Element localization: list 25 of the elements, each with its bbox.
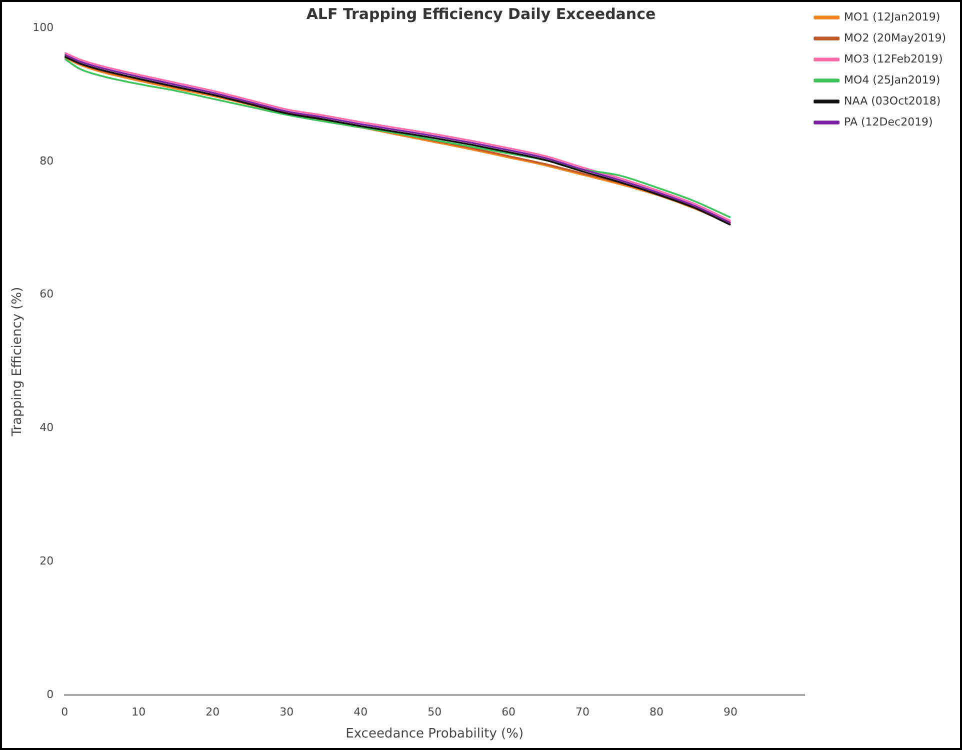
y-tick-label: 0 bbox=[46, 688, 54, 702]
x-tick-label: 30 bbox=[280, 706, 294, 719]
y-tick-label: 100 bbox=[32, 20, 54, 34]
x-tick-label: 70 bbox=[576, 706, 590, 719]
y-tick-label: 60 bbox=[40, 288, 54, 301]
x-tick-label: 40 bbox=[354, 706, 368, 719]
x-tick-label: 20 bbox=[206, 706, 220, 719]
y-axis-title: Trapping Efficiency (%) bbox=[10, 286, 26, 438]
y-tick-label: 20 bbox=[40, 554, 54, 568]
x-tick-label: 50 bbox=[428, 706, 442, 719]
legend-label: PA (12Dec2019) bbox=[844, 115, 933, 128]
y-tick-label: 80 bbox=[40, 154, 54, 168]
y-tick-label: 40 bbox=[40, 421, 54, 434]
x-tick-label: 0 bbox=[61, 706, 68, 719]
legend-label: MO2 (20May2019) bbox=[844, 31, 946, 44]
x-tick-label: 10 bbox=[132, 706, 146, 719]
legend-label: NAA (03Oct2018) bbox=[844, 94, 941, 108]
legend-label: MO3 (12Feb2019) bbox=[844, 52, 943, 66]
x-tick-label: 60 bbox=[502, 706, 516, 719]
x-tick-label: 80 bbox=[650, 706, 664, 719]
chart-title: ALF Trapping Efficiency Daily Exceedance bbox=[306, 4, 656, 23]
legend-label: MO4 (25Jan2019) bbox=[844, 73, 940, 86]
x-axis-title: Exceedance Probability (%) bbox=[346, 726, 524, 742]
legend-label: MO1 (12Jan2019) bbox=[844, 10, 940, 24]
x-tick-label: 90 bbox=[724, 706, 738, 719]
